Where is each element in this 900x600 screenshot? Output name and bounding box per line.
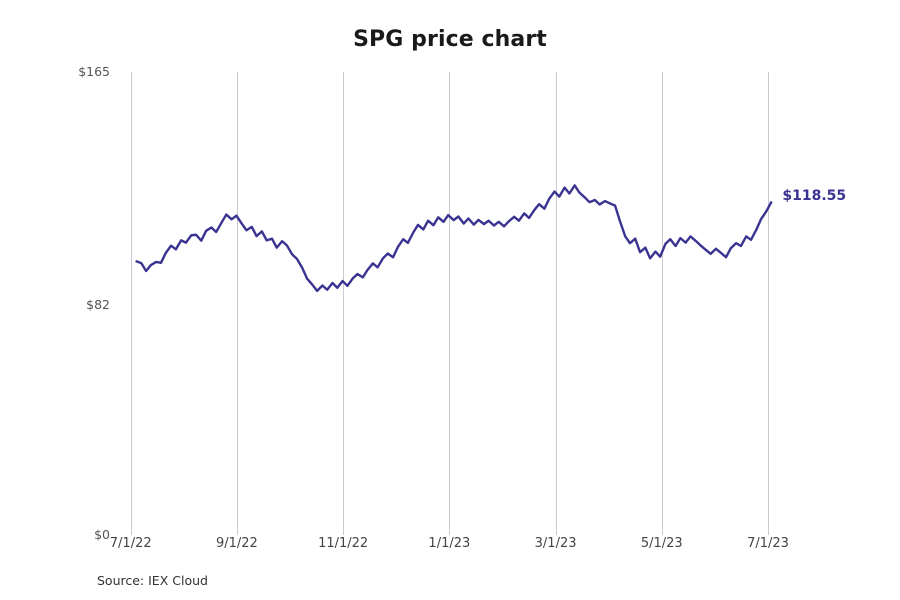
x-tick-3-1-23: 3/1/23 (534, 536, 577, 551)
x-tick-1-1-23: 1/1/23 (428, 536, 471, 551)
source-note: Source: IEX Cloud (97, 573, 208, 588)
y-tick-82: $82 (86, 296, 110, 312)
x-tick-7-1-22: 7/1/22 (109, 536, 152, 551)
chart-title: SPG price chart (353, 27, 547, 52)
x-tick-11-1-22: 11/1/22 (318, 536, 369, 551)
x-gridlines (131, 72, 769, 535)
last-value-label: $118.55 (782, 188, 847, 205)
x-tick-9-1-22: 9/1/22 (215, 536, 258, 551)
y-tick-0: $0 (94, 527, 110, 542)
price-line-spg (135, 184, 773, 293)
x-tick-5-1-23: 5/1/23 (640, 536, 683, 551)
x-tick-7-1-23: 7/1/23 (747, 536, 789, 551)
y-tick-165: $165 (78, 64, 110, 79)
